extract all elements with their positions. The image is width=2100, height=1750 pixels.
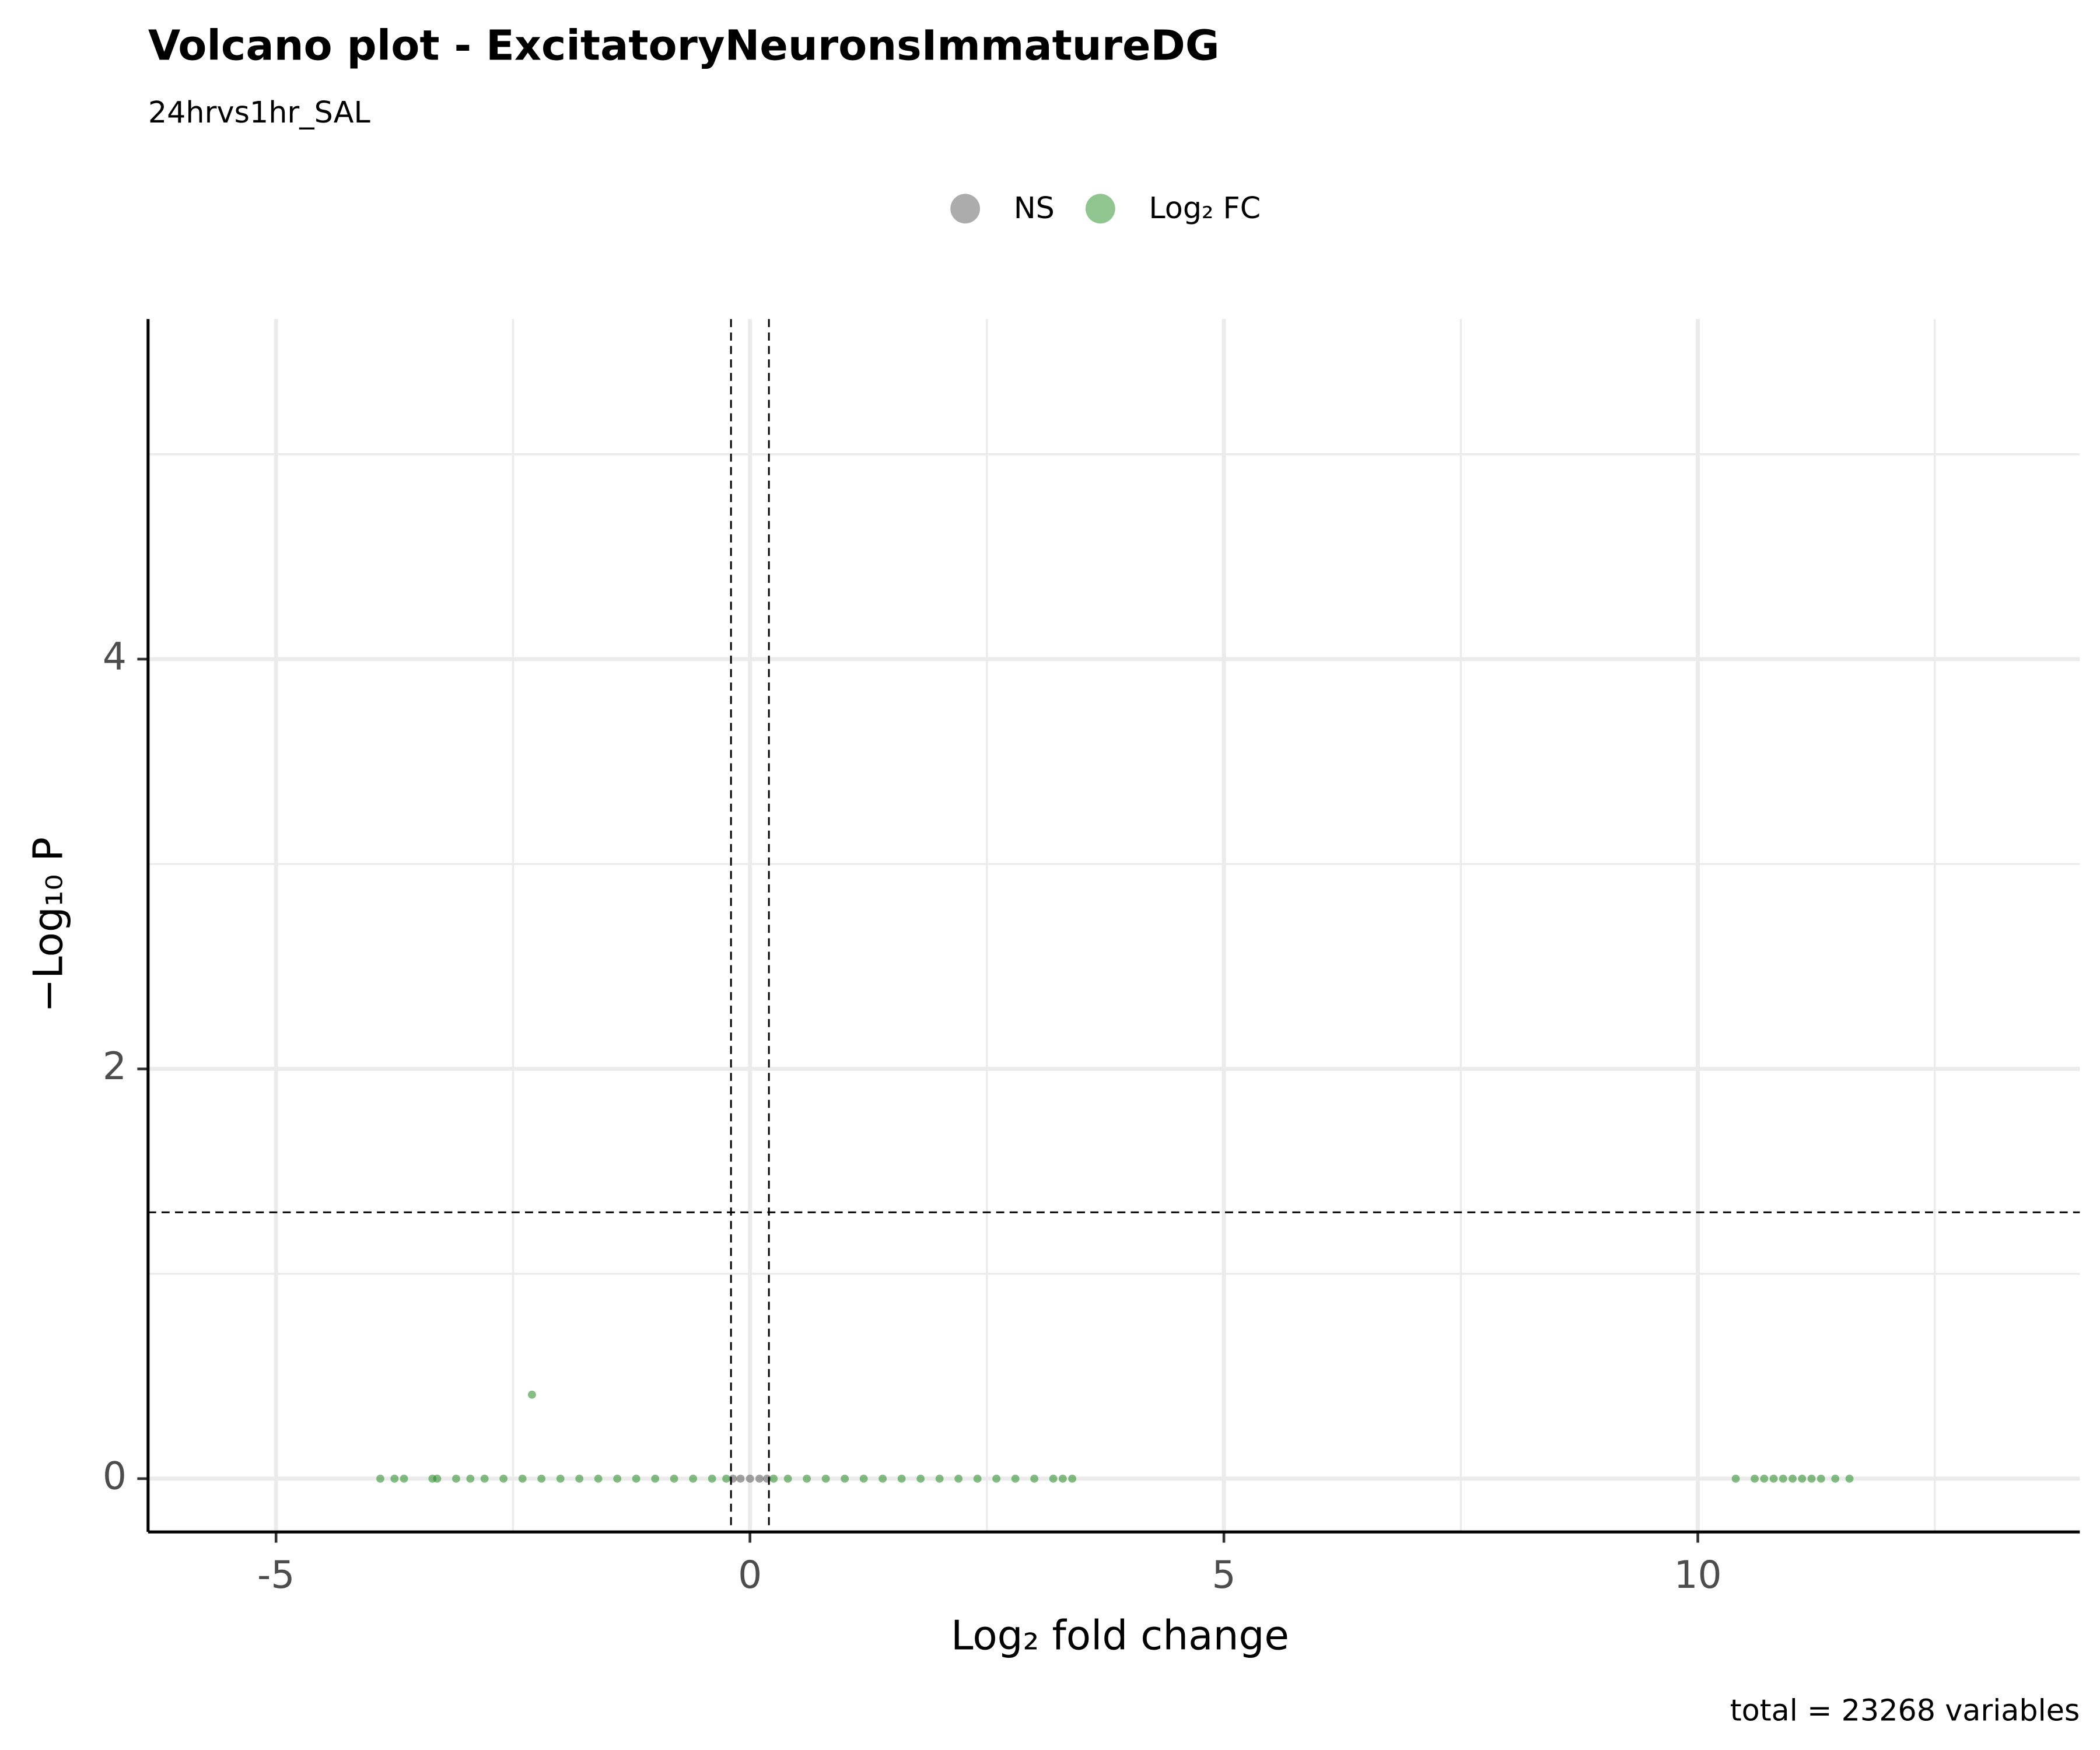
data-point — [708, 1474, 716, 1483]
x-tick-label: 10 — [1674, 1553, 1721, 1597]
data-point — [1011, 1474, 1020, 1483]
data-point — [400, 1474, 408, 1483]
x-tick-label: 5 — [1212, 1553, 1236, 1597]
data-point — [746, 1474, 754, 1483]
data-point — [1068, 1474, 1077, 1483]
data-point — [897, 1474, 906, 1483]
data-point — [1751, 1474, 1759, 1483]
data-point — [1817, 1474, 1825, 1483]
data-point — [1831, 1474, 1840, 1483]
data-point — [1769, 1474, 1778, 1483]
data-point — [518, 1474, 527, 1483]
legend-marker — [1085, 194, 1115, 224]
data-point — [841, 1474, 849, 1483]
data-point — [376, 1474, 384, 1483]
data-point — [769, 1474, 778, 1483]
chart-title: Volcano plot - ExcitatoryNeuronsImmature… — [148, 22, 1220, 70]
y-tick-label: 4 — [103, 635, 127, 679]
data-point — [556, 1474, 565, 1483]
data-point — [466, 1474, 475, 1483]
data-point — [390, 1474, 399, 1483]
data-point — [651, 1474, 660, 1483]
data-point — [803, 1474, 811, 1483]
data-point — [878, 1474, 887, 1483]
data-point — [1731, 1474, 1740, 1483]
data-point — [916, 1474, 925, 1483]
data-point — [1058, 1474, 1067, 1483]
data-point — [528, 1390, 536, 1399]
data-point — [1760, 1474, 1769, 1483]
y-axis-label: −Log₁₀ P — [26, 837, 72, 1013]
data-point — [537, 1474, 546, 1483]
data-point — [736, 1474, 745, 1483]
data-point — [670, 1474, 678, 1483]
y-tick-label: 2 — [103, 1045, 127, 1088]
y-tick-label: 0 — [103, 1454, 127, 1498]
data-point — [1788, 1474, 1797, 1483]
data-point — [452, 1474, 460, 1483]
data-point — [632, 1474, 640, 1483]
data-point — [1049, 1474, 1058, 1483]
data-point — [783, 1474, 792, 1483]
data-point — [1798, 1474, 1807, 1483]
data-point — [973, 1474, 982, 1483]
data-point — [954, 1474, 963, 1483]
data-point — [859, 1474, 868, 1483]
x-tick-label: -5 — [257, 1553, 295, 1597]
legend-marker — [950, 194, 980, 224]
legend-label: Log₂ FC — [1149, 191, 1261, 225]
data-point — [499, 1474, 508, 1483]
data-point — [1807, 1474, 1816, 1483]
data-point — [1845, 1474, 1854, 1483]
data-point — [722, 1474, 730, 1483]
data-point — [689, 1474, 698, 1483]
data-point — [935, 1474, 944, 1483]
data-point — [1030, 1474, 1039, 1483]
data-point — [575, 1474, 584, 1483]
data-point — [755, 1474, 764, 1483]
x-tick-label: 0 — [738, 1553, 762, 1597]
data-point — [992, 1474, 1001, 1483]
data-point — [1779, 1474, 1787, 1483]
data-point — [821, 1474, 830, 1483]
chart-subtitle: 24hrvs1hr_SAL — [148, 95, 370, 130]
data-point — [594, 1474, 603, 1483]
data-point — [480, 1474, 489, 1483]
data-point — [433, 1474, 442, 1483]
legend-label: NS — [1014, 191, 1055, 225]
x-axis-label: Log₂ fold change — [951, 1612, 1289, 1659]
data-point — [613, 1474, 622, 1483]
caption: total = 23268 variables — [1730, 1693, 2080, 1727]
